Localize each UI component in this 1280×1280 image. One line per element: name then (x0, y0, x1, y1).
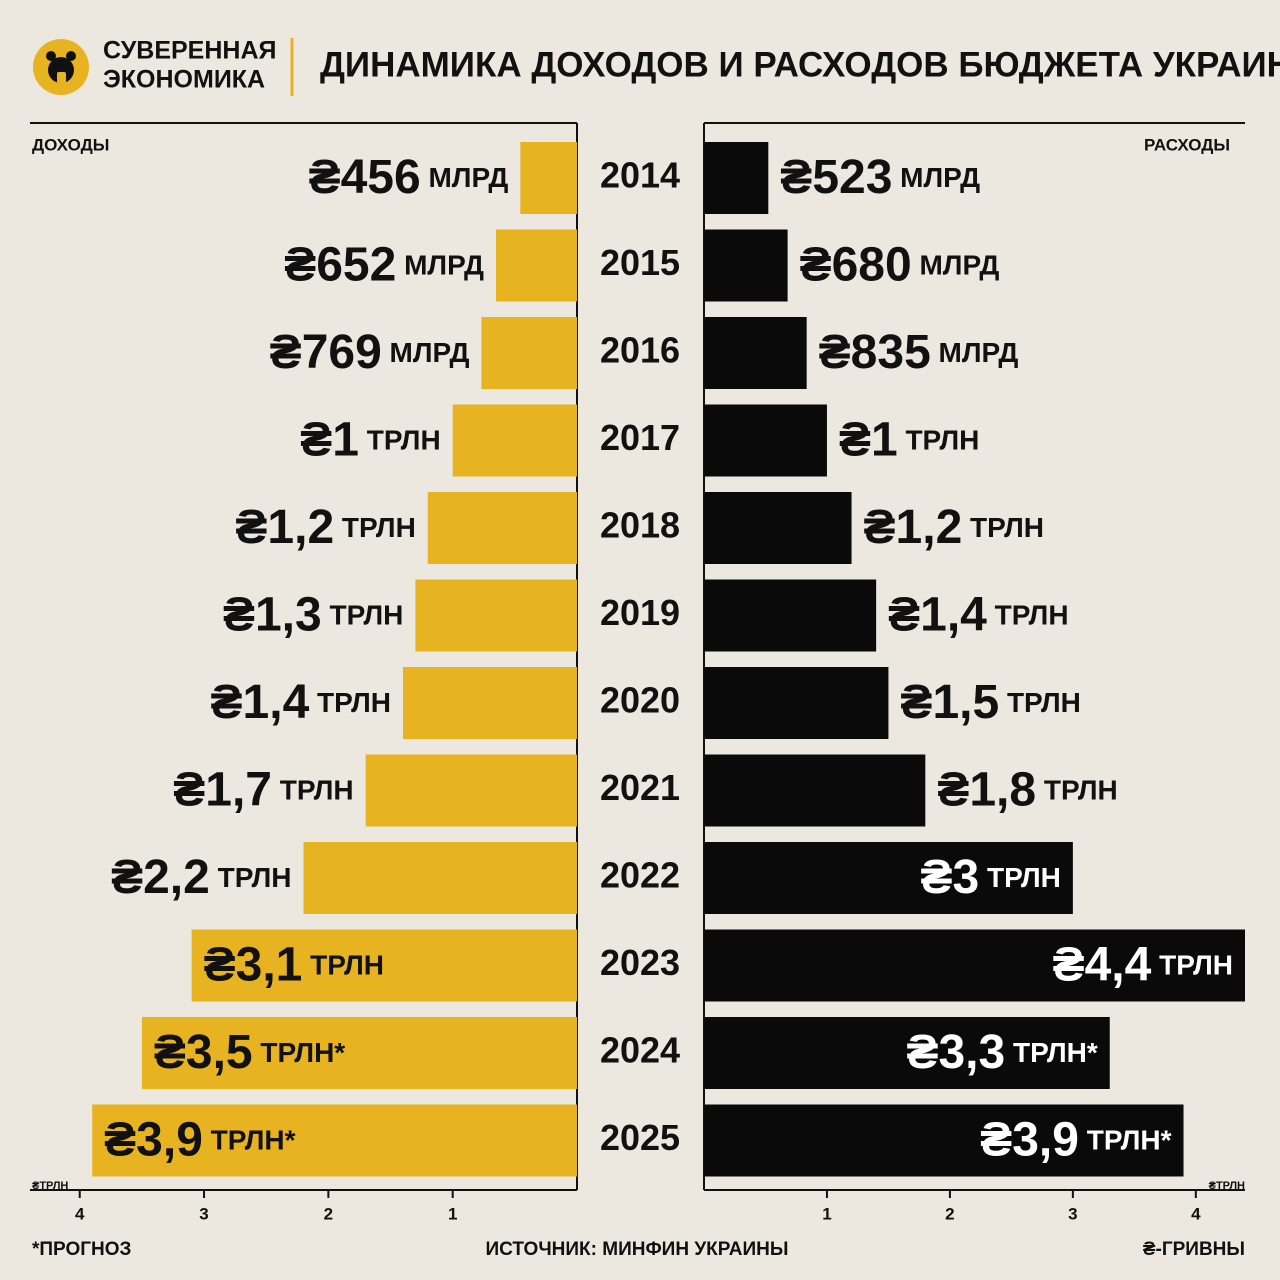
category-label: 2017 (600, 417, 680, 458)
bar (704, 842, 1073, 914)
category-label: 2023 (600, 942, 680, 983)
value-label: ₴3,1 ТРЛН (204, 938, 384, 991)
value-label: ₴1,8 ТРЛН (937, 763, 1117, 816)
value-label: ₴3,9 ТРЛН* (980, 1113, 1171, 1166)
bar (704, 142, 769, 214)
x-tick-label: 3 (1068, 1204, 1077, 1223)
bar (704, 1104, 1184, 1177)
x-tick-label: 1 (448, 1204, 457, 1223)
category-label: 2022 (600, 855, 680, 896)
value-label: ₴3 ТРЛН (920, 851, 1060, 904)
x-tick-label: 2 (324, 1204, 333, 1223)
bar (704, 579, 877, 652)
category-label: 2014 (600, 155, 680, 196)
value-label: ₴3,9 ТРЛН* (104, 1113, 295, 1166)
x-tick-label: 4 (75, 1204, 85, 1223)
bar (704, 229, 788, 302)
category-label: 2024 (600, 1030, 680, 1071)
bar (704, 404, 827, 477)
axis-label: ₴ТРЛН (1209, 1180, 1245, 1192)
bar (415, 579, 577, 652)
chart-title: ДИНАМИКА ДОХОДОВ И РАСХОДОВ БЮДЖЕТА УКРА… (320, 45, 1280, 84)
category-label: 2015 (600, 242, 680, 283)
x-tick-label: 2 (945, 1204, 954, 1223)
bar (704, 492, 852, 564)
footnote: *ПРОГНОЗ (32, 1239, 132, 1260)
bar (704, 1017, 1110, 1089)
bar (402, 667, 577, 739)
value-label: ₴1 ТРЛН (839, 413, 979, 466)
value-label: ₴4,4 ТРЛН (1053, 938, 1233, 991)
value-label: ₴1,5 ТРЛН (900, 676, 1080, 729)
value-label: ₴1,2 ТРЛН (235, 501, 415, 554)
bar (481, 317, 577, 389)
bar (427, 492, 577, 564)
category-label: 2025 (600, 1117, 680, 1158)
bar (365, 754, 577, 827)
value-label: ₴1,2 ТРЛН (864, 501, 1044, 554)
value-label: ₴1,3 ТРЛН (223, 588, 403, 641)
x-tick-label: 3 (199, 1204, 208, 1223)
legend-label: ДОХОДЫ (32, 135, 109, 154)
value-label: ₴523 МЛРД (780, 151, 980, 204)
category-label: 2021 (600, 767, 680, 808)
brand: ЭКОНОМИКА (103, 66, 265, 94)
bar (141, 1017, 578, 1089)
legend-label: РАСХОДЫ (1144, 135, 1230, 154)
category-label: 2018 (600, 505, 680, 546)
category-label: 2020 (600, 680, 680, 721)
value-label: ₴1 ТРЛН (300, 413, 440, 466)
bar (495, 229, 577, 302)
value-label: ₴1,4 ТРЛН (211, 676, 391, 729)
bar (704, 667, 889, 739)
bar (520, 142, 577, 214)
x-tick-label: 4 (1191, 1204, 1201, 1223)
bar (704, 929, 1245, 1002)
value-label: ₴769 МЛРД (270, 326, 470, 379)
value-label: ₴1,7 ТРЛН (173, 763, 353, 816)
logo (33, 39, 89, 95)
bar (92, 1104, 577, 1177)
category-label: 2019 (600, 592, 680, 633)
value-label: ₴456 МЛРД (309, 151, 509, 204)
axis-label: ₴ТРЛН (32, 1180, 68, 1192)
x-tick-label: 1 (822, 1204, 831, 1223)
unit-note: ₴-ГРИВНЫ (1143, 1239, 1245, 1260)
category-label: 2016 (600, 330, 680, 371)
value-label: ₴2,2 ТРЛН (111, 851, 291, 904)
value-label: ₴3,5 ТРЛН* (154, 1026, 345, 1079)
bar (452, 404, 577, 477)
bar (303, 842, 577, 914)
value-label: ₴1,4 ТРЛН (888, 588, 1068, 641)
bar (704, 317, 807, 389)
bar (704, 754, 926, 827)
value-label: ₴652 МЛРД (284, 238, 484, 291)
value-label: ₴680 МЛРД (800, 238, 1000, 291)
brand: СУВЕРЕННАЯ (103, 37, 277, 65)
value-label: ₴3,3 ТРЛН* (906, 1026, 1097, 1079)
source: ИСТОЧНИК: МИНФИН УКРАИНЫ (486, 1239, 789, 1260)
value-label: ₴835 МЛРД (819, 326, 1019, 379)
bar (191, 929, 577, 1002)
